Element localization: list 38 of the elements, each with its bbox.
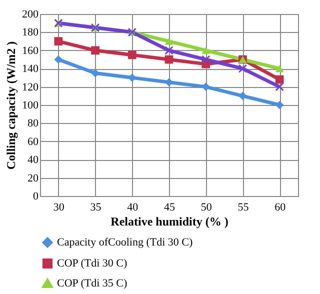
y-tick-label: 20 bbox=[28, 172, 39, 184]
y-tick-label: 160 bbox=[22, 44, 39, 57]
point bbox=[128, 50, 136, 60]
point bbox=[91, 46, 100, 55]
x-tick-label: 50 bbox=[200, 202, 212, 214]
point bbox=[202, 55, 210, 64]
point bbox=[164, 38, 174, 45]
point bbox=[54, 37, 63, 46]
point bbox=[202, 46, 210, 54]
y-axis-title: Colling capacity (W/m2 ) bbox=[4, 41, 18, 170]
y-tick-label: 100 bbox=[22, 100, 39, 112]
legend-label: COP (Tdi 30 C) bbox=[57, 258, 128, 270]
legend-label: Capacity ofCooling (Tdi 30 C) bbox=[57, 236, 193, 248]
legend-label: COP (Tdi 35 C) bbox=[57, 278, 128, 290]
y-tick-label: 60 bbox=[28, 136, 39, 148]
x-tick-label: 55 bbox=[238, 202, 250, 214]
point bbox=[275, 82, 284, 91]
y-tick-label: 140 bbox=[22, 63, 39, 76]
x-tick-label: 30 bbox=[53, 202, 65, 214]
point bbox=[275, 75, 284, 84]
y-tick-label: 80 bbox=[28, 118, 39, 130]
y-tick-label: 0 bbox=[33, 190, 39, 202]
point bbox=[238, 64, 247, 73]
y-tick-label: 200 bbox=[22, 8, 39, 20]
x-tick-label: 35 bbox=[90, 202, 102, 214]
y-tick-label: 40 bbox=[28, 154, 39, 166]
point bbox=[164, 55, 174, 64]
x-tick-label: 60 bbox=[274, 202, 286, 214]
y-tick-label: 180 bbox=[22, 26, 39, 39]
x-axis-title: Relative humidity (% ) bbox=[110, 214, 228, 228]
point bbox=[164, 46, 174, 55]
x-tick-label: 45 bbox=[164, 202, 176, 214]
y-tick-label: 120 bbox=[22, 81, 39, 94]
point bbox=[275, 64, 284, 72]
point bbox=[54, 55, 63, 64]
point bbox=[238, 92, 247, 100]
point bbox=[91, 68, 100, 78]
x-tick-label: 40 bbox=[127, 202, 139, 214]
